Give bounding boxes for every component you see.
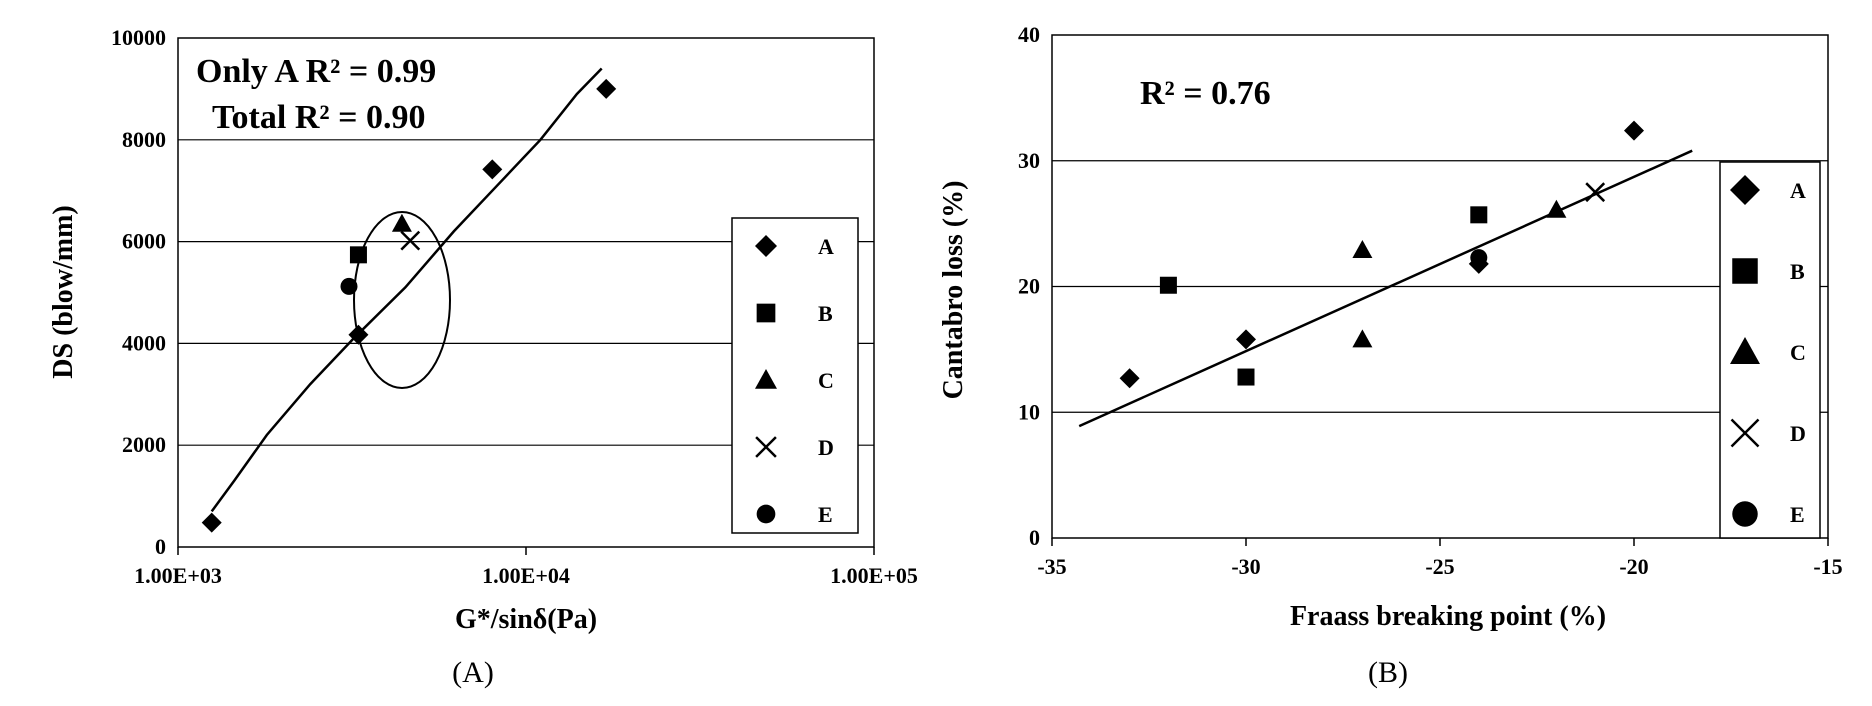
y-tick-label: 10000: [111, 25, 166, 50]
legend-marker-e: [756, 504, 776, 524]
y-tick-label: 8000: [122, 127, 166, 152]
data-points-a: [201, 78, 617, 533]
y-axis-title-b: Cantabro loss (%): [938, 181, 969, 400]
y-tick-label: 4000: [122, 330, 166, 355]
legend-a: A B C D E: [731, 217, 859, 534]
y-tick-label: 20: [1018, 274, 1040, 299]
legend-label-e: E: [818, 502, 833, 527]
x-tick-label: 1.00E+05: [830, 563, 918, 588]
legend-marker-c: [755, 369, 777, 389]
data-point-e: [1470, 249, 1488, 267]
legend-label-b: B: [818, 301, 833, 326]
x-tick-label: -30: [1231, 554, 1260, 579]
y-tick-label: 0: [1029, 525, 1040, 550]
legend-marker-b: [756, 303, 776, 323]
data-point-e: [340, 277, 358, 295]
y-tick-label: 6000: [122, 229, 166, 254]
legend-label-a: A: [818, 234, 834, 259]
legend-marker-d: [1730, 418, 1760, 448]
data-point-c: [1352, 329, 1373, 348]
x-tick-label: 1.00E+04: [482, 563, 570, 588]
caption-b: (B): [1368, 656, 1408, 689]
y-tick-labels-b: 0 10 20 30 40: [1018, 22, 1040, 550]
x-tick-labels-b: -35 -30 -25 -20 -15: [1037, 538, 1843, 579]
gridlines-b: [1052, 160, 1828, 413]
data-point-d: [400, 230, 421, 251]
y-tick-labels-a: 0 2000 4000 6000 8000 10000: [111, 25, 166, 559]
annotation-only-a-r2: Only A R² = 0.99: [196, 53, 436, 90]
data-point-a: [1119, 368, 1140, 389]
data-point-a: [201, 512, 222, 533]
legend-label-c: C: [1790, 340, 1806, 365]
legend-marker-b: [1732, 258, 1758, 284]
trendline-a: [210, 67, 603, 513]
legend-marker-c: [1730, 337, 1760, 364]
legend-label-b: B: [1790, 259, 1805, 284]
legend-label-c: C: [818, 368, 834, 393]
data-point-b: [349, 246, 367, 264]
data-point-c: [1352, 240, 1373, 259]
x-tick-labels-a: 1.00E+03 1.00E+04 1.00E+05: [134, 547, 918, 588]
x-axis-title-a: G*/sinδ(Pa): [455, 604, 597, 635]
x-tick-label: -35: [1037, 554, 1066, 579]
legend-marker-d: [755, 436, 777, 458]
legend-box-b: [1719, 161, 1821, 539]
x-axis-title-b: Fraass breaking point (%): [1290, 601, 1606, 632]
x-tick-label: -15: [1813, 554, 1842, 579]
y-tick-label: 2000: [122, 432, 166, 457]
y-tick-label: 0: [155, 534, 166, 559]
y-tick-label: 30: [1018, 148, 1040, 173]
x-tick-label: -25: [1425, 554, 1454, 579]
x-tick-label: 1.00E+03: [134, 563, 222, 588]
data-points-b: [1119, 120, 1644, 389]
legend-marker-a: [755, 235, 777, 257]
highlight-ellipse: [353, 211, 451, 389]
data-point-c: [391, 213, 412, 232]
legend-marker-a: [1730, 175, 1760, 205]
data-point-a: [348, 324, 369, 345]
legend-b: A B C D E: [1719, 161, 1821, 539]
annotation-r2-b: R² = 0.76: [1140, 75, 1271, 112]
data-point-b: [1470, 206, 1488, 224]
data-point-a: [1236, 329, 1256, 350]
data-point-a: [1624, 120, 1644, 141]
chart-panel-b: 0 10 20 30 40 -35 -30 -25 -20 -15 R² = 0.76 A B C D…: [938, 22, 1843, 689]
data-point-c: [1546, 199, 1567, 218]
annotation-total-r2: Total R² = 0.90: [212, 99, 425, 136]
y-axis-title-a: DS (blow/mm): [48, 205, 79, 378]
legend-label-d: D: [1790, 421, 1806, 446]
data-point-b: [1237, 368, 1255, 386]
x-tick-label: -20: [1619, 554, 1648, 579]
caption-a: (A): [452, 656, 494, 689]
legend-label-d: D: [818, 435, 834, 460]
data-point-d: [1585, 182, 1606, 203]
legend-marker-e: [1732, 501, 1758, 527]
data-point-b: [1159, 276, 1177, 294]
legend-box-a: [731, 217, 859, 534]
y-tick-label: 10: [1018, 399, 1040, 424]
y-tick-label: 40: [1018, 22, 1040, 47]
data-point-a: [596, 78, 617, 99]
data-point-a: [482, 159, 503, 180]
legend-label-a: A: [1790, 178, 1806, 203]
legend-label-e: E: [1790, 502, 1805, 527]
